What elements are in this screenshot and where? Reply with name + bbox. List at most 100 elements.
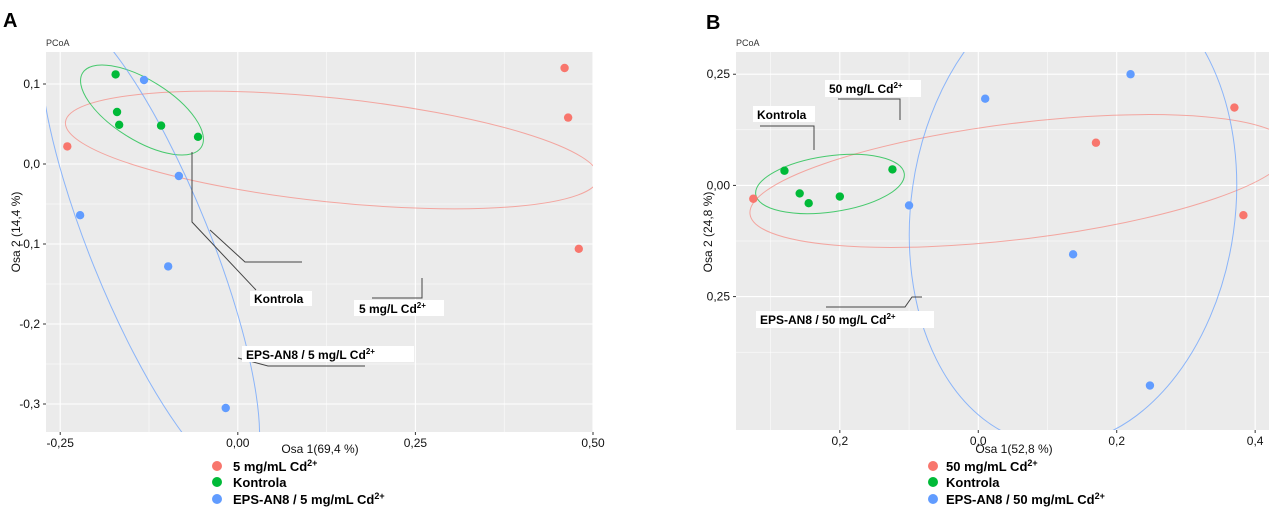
- panel-a-ann-kontrola-box: [250, 291, 312, 306]
- panel-b-legend: 50 mg/mL Cd2+ Kontrola EPS-AN8 / 50 mg/m…: [928, 458, 1105, 507]
- panel-a-x-tick-label: -0,25: [47, 436, 75, 450]
- panel-a-legend-key-5mg: [212, 461, 222, 471]
- panel-b-annotation-leaders: [760, 98, 922, 308]
- panel-a-y-tick-label: -0,2: [19, 317, 40, 331]
- panel-a-gridlines: [46, 52, 594, 432]
- panel-b-legend-label-50mg: 50 mg/mL Cd2+: [946, 458, 1038, 474]
- panel-a-x-tick-label: 0,50: [581, 436, 605, 450]
- panel-a-x-axis-title: Osa 1(69,4 %): [281, 442, 358, 456]
- panel-b-x-tick-label: 0,2: [831, 434, 848, 448]
- panel-a-point-series-1: [112, 107, 122, 117]
- panel-b-point-series-0: [1091, 138, 1101, 147]
- panel-a-ellipse-eps-an8: [46, 52, 261, 432]
- panel-b-x-tick-label: 0,4: [1247, 434, 1264, 448]
- panel-a-y-tick-label: -0,1: [19, 237, 40, 251]
- panel-a-legend-label-kontrola: Kontrola: [233, 475, 287, 490]
- panel-b-ellipse-eps-an8: [908, 52, 1238, 430]
- panel-b-ann-eps: EPS-AN8 / 50 mg/L Cd2+: [760, 312, 896, 327]
- panel-a-legend-key-kontrola: [212, 477, 222, 487]
- panel-b-ann-50mg-box: [825, 80, 921, 97]
- panel-b-y-axis-title: Osa 2 (24,8 %): [701, 192, 715, 273]
- panel-a-point-series-0: [560, 63, 569, 73]
- panel-b-legend-key-50mg: [928, 461, 938, 471]
- panel-b-point-series-1: [888, 165, 897, 174]
- panel-b-point-series-1: [780, 166, 789, 175]
- panel-a-letter: A: [3, 10, 17, 32]
- panel-a-point-series-2: [174, 171, 184, 181]
- panel-a-y-tick-label: 0,0: [23, 157, 40, 171]
- panel-a-y-axis-title: Osa 2 (14,4 %): [9, 192, 23, 273]
- panel-a-ellipses: [46, 52, 593, 432]
- panel-a-point-series-1: [193, 132, 203, 141]
- panel-a-y-tick-label: -0,3: [19, 397, 40, 411]
- panel-a-ellipse-kontrola: [80, 64, 204, 156]
- panel-a-ann-kontrola: Kontrola: [254, 292, 304, 306]
- panel-b-y-tick-label: 0,00: [707, 178, 731, 192]
- panel-a-point-series-0: [563, 113, 573, 122]
- panel-a-point-series-1: [156, 121, 166, 130]
- panel-a-legend-item-kontrola: Kontrola: [212, 475, 287, 490]
- panel-b-legend-item-eps: EPS-AN8 / 50 mg/mL Cd2+: [928, 491, 1105, 507]
- panel-a-point-series-0: [63, 142, 72, 151]
- panel-b-ticks: 0,2 0,0 0,2 0,4 0,25 0,00 0,25: [707, 67, 1264, 448]
- panel-a: A PCoA Kontrola 5 mg/L Cd2+: [3, 10, 605, 507]
- panel-b-point-series-2: [980, 94, 990, 103]
- panel-b-point-series-2: [904, 201, 914, 210]
- panel-a-ann-5mg: 5 mg/L Cd2+: [359, 301, 426, 316]
- panel-a-point-series-1: [111, 70, 120, 79]
- panel-b-points: [749, 70, 1248, 390]
- panel-a-legend: 5 mg/mL Cd2+ Kontrola EPS-AN8 / 5 mg/mL …: [212, 458, 385, 507]
- panel-a-y-tick-label: 0,1: [23, 77, 40, 91]
- panel-a-point-series-2: [75, 211, 85, 220]
- panel-b-x-axis-title: Osa 1(52,8 %): [975, 442, 1052, 456]
- panel-b-ann-kontrola: Kontrola: [757, 108, 807, 122]
- panel-b-point-series-1: [835, 192, 845, 201]
- panel-b-legend-label-eps: EPS-AN8 / 50 mg/mL Cd2+: [946, 491, 1105, 507]
- panel-a-legend-label-eps: EPS-AN8 / 5 mg/mL Cd2+: [233, 491, 385, 507]
- panel-a-annotations: Kontrola 5 mg/L Cd2+ EPS-AN8 / 5 mg/L Cd…: [242, 291, 444, 362]
- panel-a-point-series-2: [221, 403, 230, 413]
- panel-a-legend-label-5mg: 5 mg/mL Cd2+: [233, 458, 317, 474]
- panel-a-annotation-leaders: [191, 152, 423, 367]
- panel-b-ann-50mg: 50 mg/L Cd2+: [829, 81, 903, 96]
- panel-b-legend-item-kontrola: Kontrola: [928, 475, 1000, 490]
- panel-b-x-tick-label: 0,2: [1108, 434, 1125, 448]
- panel-a-point-series-1: [114, 120, 124, 129]
- panel-b-point-series-0: [1230, 103, 1239, 112]
- panel-a-ellipse-5mg: [64, 90, 593, 210]
- panel-a-point-series-2: [139, 75, 149, 85]
- panel-a-x-tick-label: 0,00: [226, 436, 250, 450]
- panel-b-point-series-2: [1126, 70, 1135, 79]
- panel-b-ellipses: [749, 52, 1269, 430]
- panel-a-ann-eps: EPS-AN8 / 5 mg/L Cd2+: [246, 347, 375, 362]
- panel-a-pcoa-tag: PCoA: [46, 38, 70, 48]
- panel-a-ann-5mg-box: [354, 300, 444, 316]
- panel-b-legend-item-50mg: 50 mg/mL Cd2+: [928, 458, 1038, 474]
- panel-a-leader-kontrola-1: [191, 152, 257, 291]
- panel-b-leader-50mg: [838, 98, 901, 120]
- panel-b-legend-key-kontrola: [928, 477, 938, 487]
- panel-a-points: [63, 63, 583, 413]
- panel-a-leader-kontrola-2: [209, 229, 302, 263]
- panel-b-point-series-1: [795, 189, 804, 198]
- panel-b-point-series-2: [1145, 381, 1155, 390]
- panel-b-ann-kontrola-box: [753, 106, 815, 122]
- panel-b-y-tick-label: 0,25: [707, 290, 731, 304]
- panel-a-ann-eps-box: [242, 346, 414, 362]
- panel-a-plot-area: Kontrola 5 mg/L Cd2+ EPS-AN8 / 5 mg/L Cd…: [46, 52, 594, 432]
- panel-b-point-series-0: [1239, 211, 1248, 220]
- panel-a-ticks: -0,25 0,00 0,25 0,50 0,1 0,0 -0,1 -0,2 -0,3: [19, 77, 605, 450]
- panel-b-leader-kontrola: [760, 125, 815, 150]
- panel-b-annotations: 50 mg/L Cd2+ Kontrola EPS-AN8 / 50 mg/L …: [753, 80, 934, 328]
- panel-b-leader-eps: [826, 296, 922, 308]
- panel-b-legend-key-eps: [928, 494, 938, 504]
- panel-b-point-series-2: [1068, 250, 1078, 259]
- panel-a-legend-item-5mg: 5 mg/mL Cd2+: [212, 458, 317, 474]
- panel-b-legend-label-kontrola: Kontrola: [946, 475, 1000, 490]
- panel-a-point-series-0: [574, 244, 583, 253]
- panel-b-x-tick-label: 0,0: [970, 434, 987, 448]
- panel-b-letter: B: [706, 12, 720, 34]
- panel-b-pcoa-tag: PCoA: [736, 38, 760, 48]
- panel-b-ellipse-kontrola: [755, 153, 905, 215]
- panel-b-y-tick-label: 0,25: [707, 67, 731, 81]
